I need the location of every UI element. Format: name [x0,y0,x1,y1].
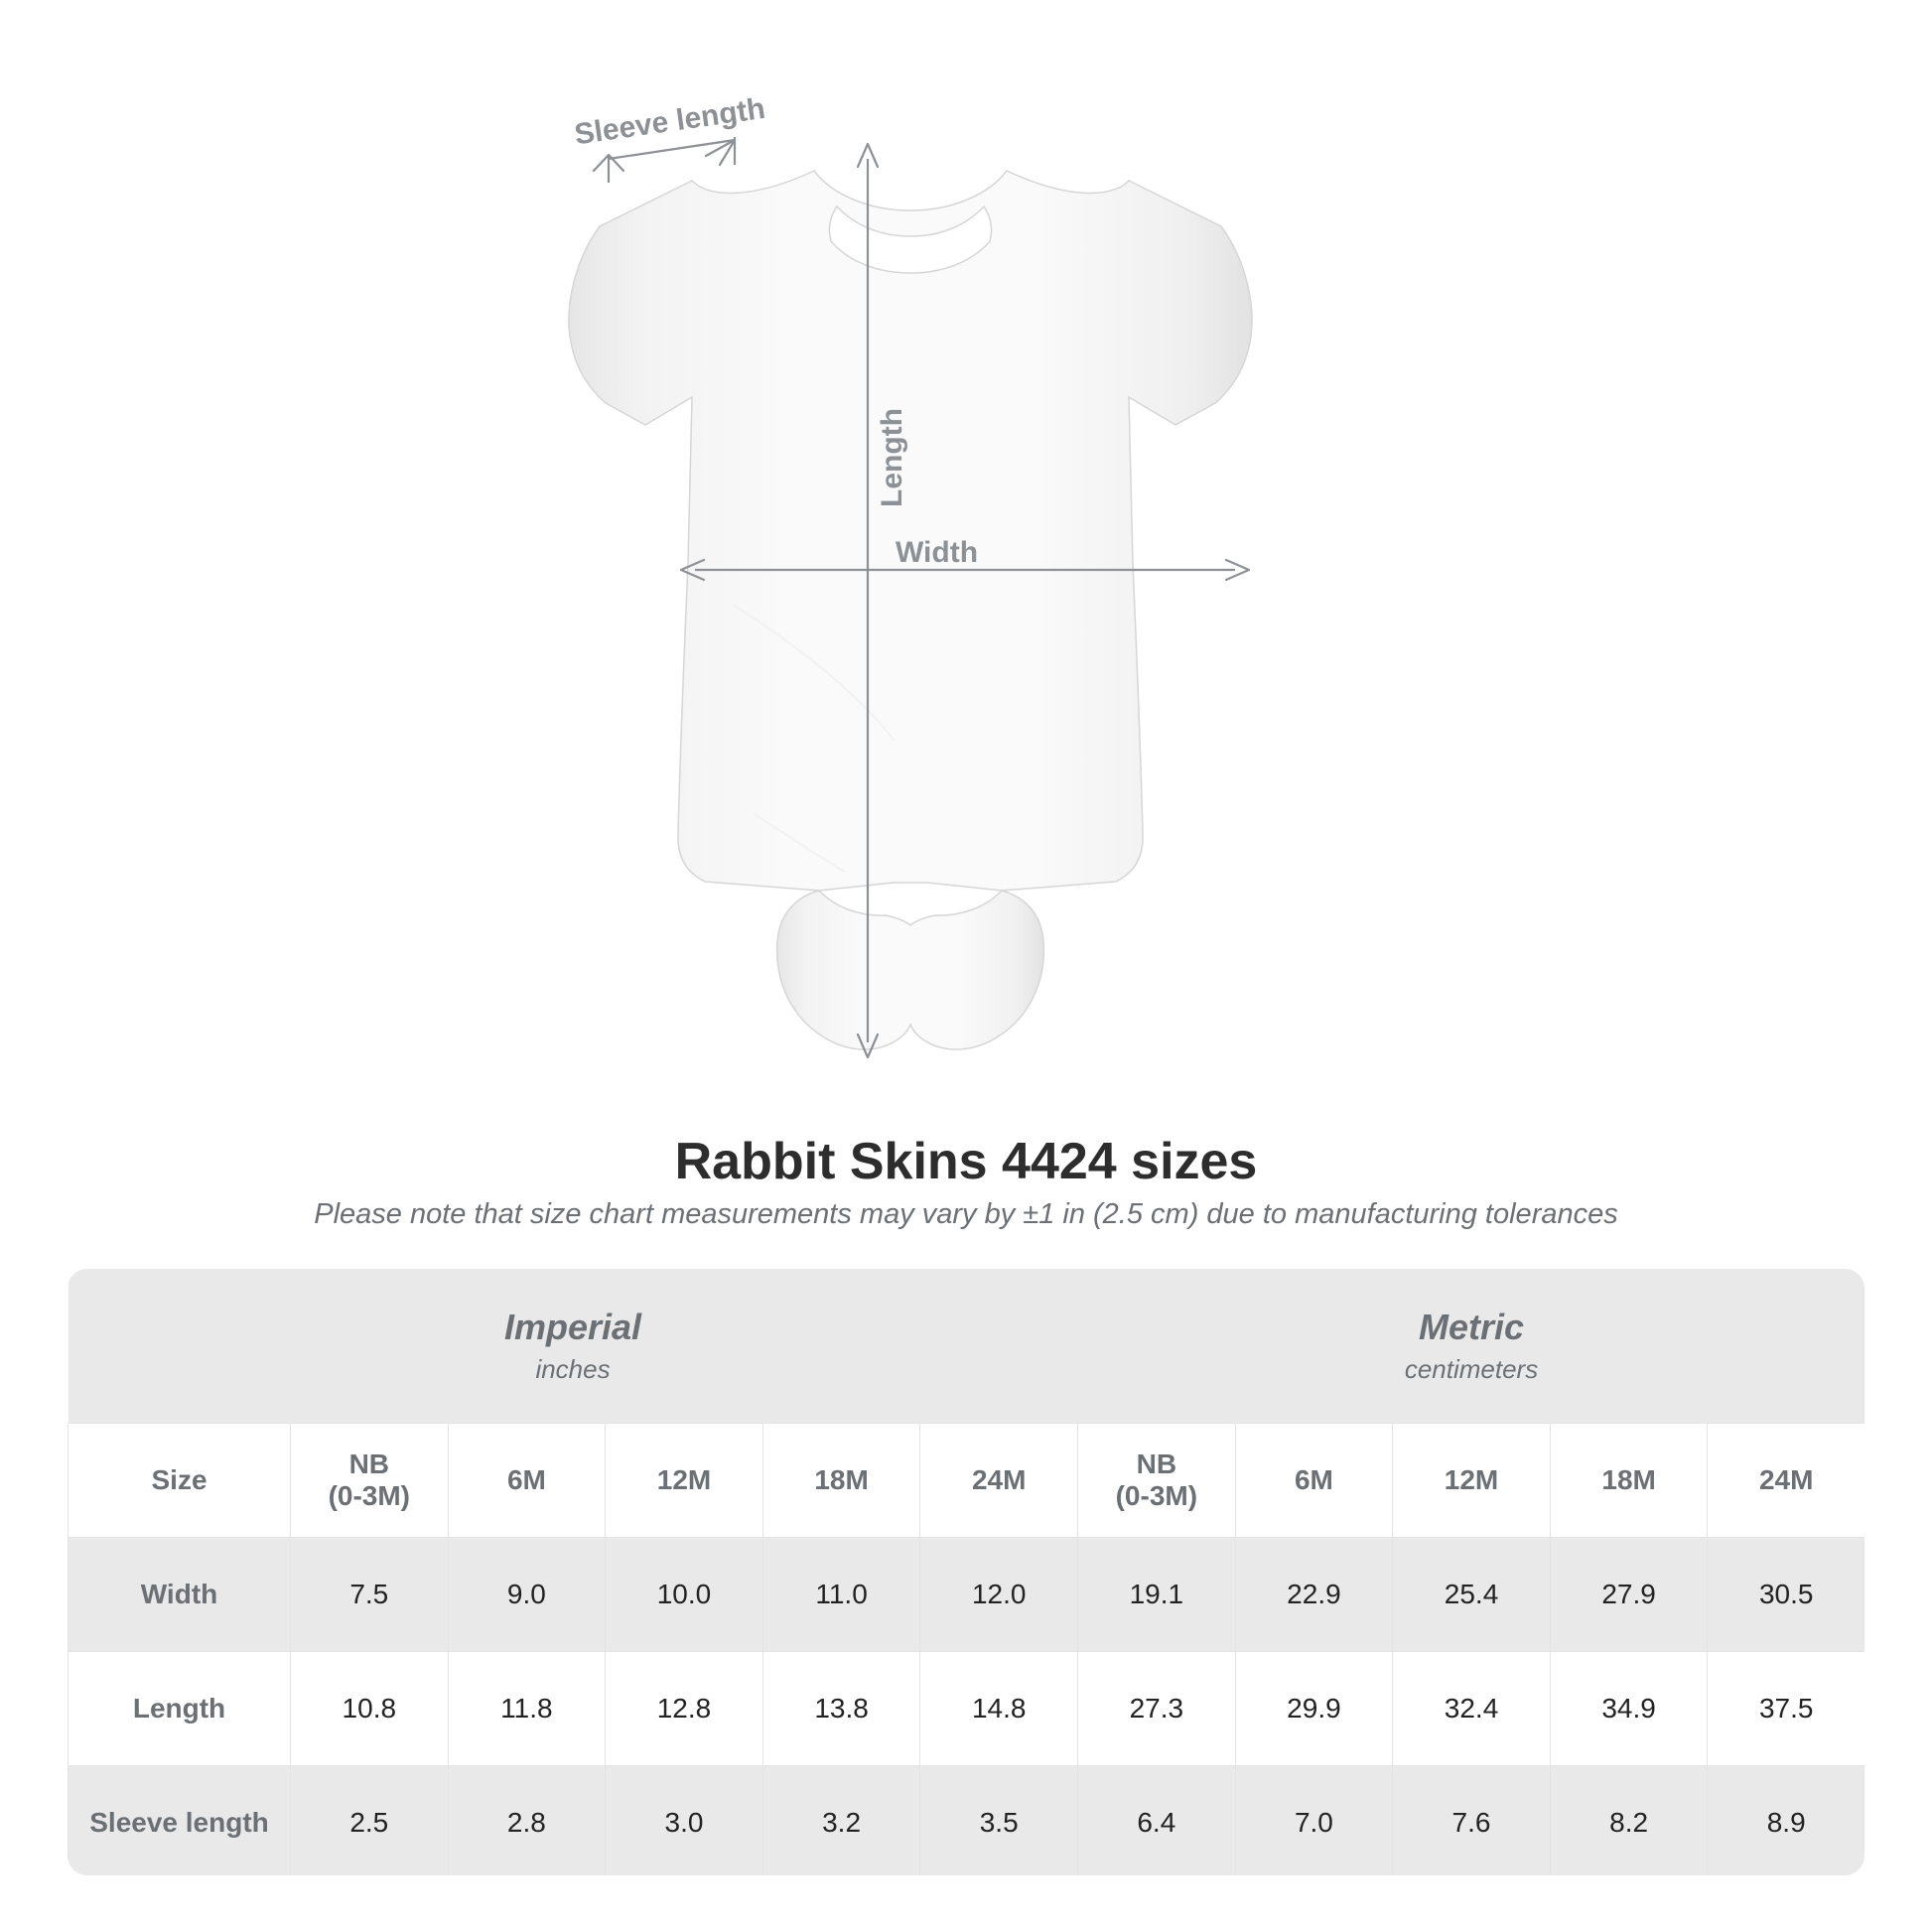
svg-text:Width: Width [896,536,978,569]
svg-text:Sleeve length: Sleeve length [573,92,767,152]
svg-text:Length: Length [876,408,908,507]
